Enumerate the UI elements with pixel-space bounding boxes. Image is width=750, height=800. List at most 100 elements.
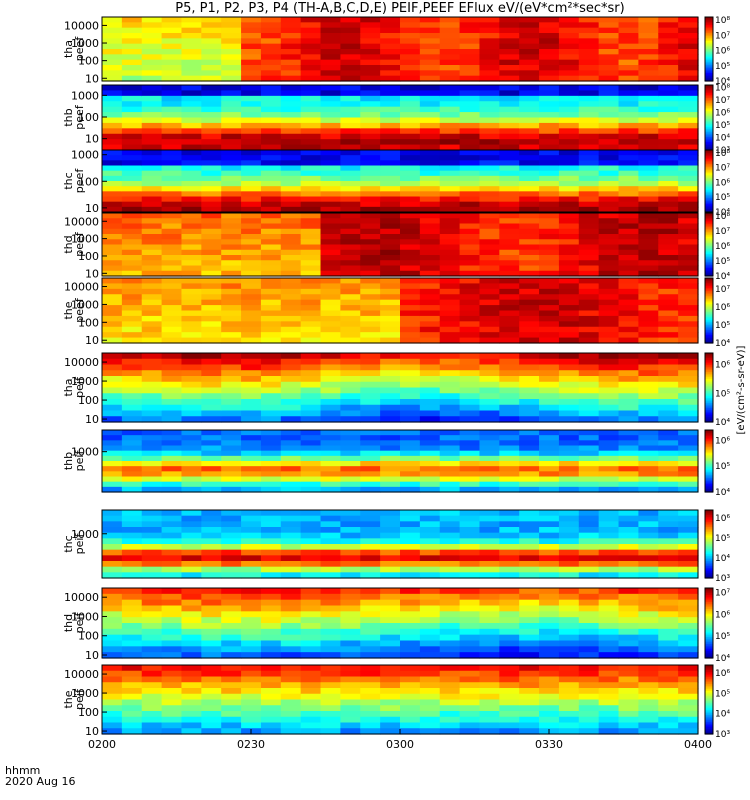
heatmap-cell <box>360 435 381 441</box>
heatmap-cell <box>658 150 679 156</box>
heatmap-cell <box>300 699 322 706</box>
heatmap-cell <box>519 206 540 213</box>
heatmap-cell <box>320 315 341 322</box>
heatmap-cell <box>459 260 481 267</box>
heatmap-cell <box>260 381 282 389</box>
heatmap-cell <box>479 59 500 66</box>
heatmap-cell <box>241 315 262 322</box>
heatmap-cell <box>638 337 659 344</box>
heatmap-cell <box>201 538 222 545</box>
heatmap-cell <box>221 364 242 371</box>
heatmap-cell <box>300 404 322 412</box>
heatmap-cell <box>678 461 699 467</box>
heatmap-cell <box>102 544 123 551</box>
colorbar-swatch <box>705 533 713 537</box>
heatmap-cell <box>678 455 699 462</box>
heatmap-cell <box>459 38 481 45</box>
heatmap-cell <box>141 665 163 672</box>
heatmap-cell <box>241 22 262 29</box>
heatmap-cell <box>400 399 421 406</box>
heatmap-cell <box>578 588 600 595</box>
heatmap-cell <box>181 128 202 135</box>
colorbar-swatch <box>705 644 713 647</box>
heatmap-cell <box>221 435 242 441</box>
heatmap-cell <box>320 278 341 285</box>
heatmap-cell <box>280 206 302 213</box>
colorbar-swatch <box>705 370 713 373</box>
heatmap-cell <box>578 450 600 457</box>
heatmap-cell <box>479 38 500 45</box>
heatmap-cell <box>678 416 699 423</box>
heatmap-cell <box>499 305 520 312</box>
heatmap-cell <box>201 370 222 377</box>
heatmap-cell <box>499 85 520 92</box>
heatmap-cell <box>380 305 401 312</box>
heatmap-cell <box>678 33 699 39</box>
heatmap-cell <box>320 265 341 272</box>
heatmap-cell <box>419 358 441 366</box>
heatmap-cell <box>161 605 183 612</box>
heatmap-cell <box>340 49 361 55</box>
heatmap-cell <box>221 150 242 156</box>
heatmap-cell <box>121 572 143 579</box>
heatmap-cell <box>459 218 481 225</box>
heatmap-cell <box>419 186 441 192</box>
heatmap-cell <box>519 404 540 412</box>
heatmap-cell <box>241 358 262 366</box>
colorbar-swatch <box>705 523 713 526</box>
heatmap-cell <box>678 249 699 256</box>
heatmap-cell <box>479 646 500 653</box>
heatmap-cell <box>419 332 441 339</box>
heatmap-cell <box>598 593 620 601</box>
heatmap-cell <box>638 410 659 417</box>
heatmap-cell <box>658 122 679 129</box>
heatmap-cell <box>181 699 202 706</box>
heatmap-cell <box>558 652 580 659</box>
heatmap-cell <box>102 640 123 647</box>
heatmap-cell <box>201 410 222 417</box>
heatmap-cell <box>519 693 540 701</box>
heatmap-cell <box>419 43 441 50</box>
heatmap-cell <box>340 617 361 624</box>
colorbar-swatch <box>705 143 713 146</box>
heatmap-cell <box>121 223 143 230</box>
heatmap-cell <box>658 239 679 246</box>
heatmap-cell <box>201 555 222 562</box>
heatmap-cell <box>360 471 381 478</box>
heatmap-cell <box>678 693 699 701</box>
colorbar-tick-label: 10⁸ <box>715 212 730 222</box>
heatmap-cell <box>439 27 461 34</box>
colorbar-swatch <box>705 191 713 194</box>
heatmap-cell <box>181 410 202 417</box>
y-tick-label: 10000 <box>64 281 99 294</box>
heatmap-cell <box>618 486 639 493</box>
heatmap-cell <box>439 150 461 156</box>
heatmap-cell <box>241 321 262 328</box>
heatmap-cell <box>340 688 361 695</box>
heatmap-cell <box>181 471 202 478</box>
y-tick-label: 1000 <box>71 375 99 388</box>
heatmap-cell <box>598 387 620 394</box>
heatmap-cell <box>380 234 401 240</box>
heatmap-cell <box>598 682 620 689</box>
heatmap-cell <box>578 165 600 172</box>
heatmap-cell <box>558 255 580 261</box>
heatmap-cell <box>578 255 600 261</box>
colorbar-swatch <box>705 71 713 74</box>
heatmap-cell <box>519 705 540 712</box>
heatmap-cell <box>678 75 699 82</box>
heatmap-cell <box>221 49 242 55</box>
heatmap-cell <box>380 682 401 689</box>
heatmap-cell <box>360 101 381 108</box>
heatmap-cell <box>340 196 361 203</box>
heatmap-cell <box>320 228 341 235</box>
colorbar-swatch <box>705 96 713 99</box>
heatmap-cell <box>439 175 461 182</box>
heatmap-cell <box>340 22 361 29</box>
heatmap-cell <box>260 538 282 545</box>
heatmap-cell <box>280 95 302 102</box>
heatmap-cell <box>598 705 620 712</box>
heatmap-cell <box>598 213 620 219</box>
panel-ylabel: peif <box>73 376 86 398</box>
